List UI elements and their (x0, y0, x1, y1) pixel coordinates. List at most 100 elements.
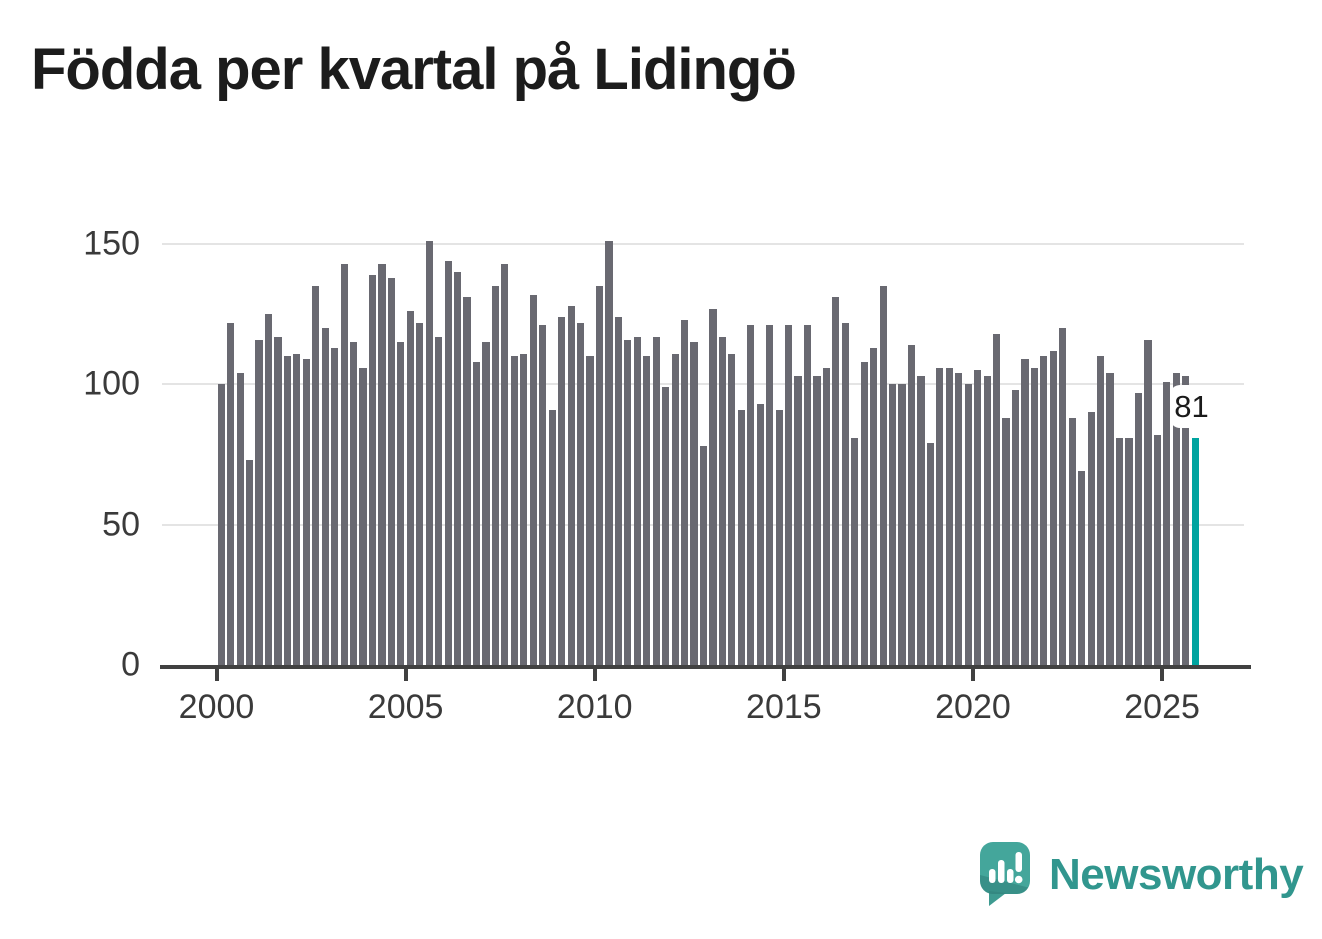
newsworthy-logo-text: Newsworthy (1049, 850, 1304, 899)
bar-2010Q2 (605, 241, 613, 665)
x-axis-tick-2010 (592, 669, 597, 681)
bar-2019Q2 (945, 367, 953, 665)
bar-2004Q4 (397, 342, 405, 665)
bar-2017Q2 (870, 347, 878, 665)
bar-2022Q1 (1049, 350, 1057, 665)
x-axis-tick-2000 (214, 669, 219, 681)
bar-2011Q3 (652, 336, 660, 665)
bar-2019Q4 (964, 384, 972, 665)
bar-2012Q3 (690, 342, 698, 665)
bar-2000Q3 (236, 373, 244, 665)
bar-2014Q2 (756, 404, 764, 665)
bar-2014Q3 (766, 325, 774, 665)
bar-2018Q2 (907, 345, 916, 665)
bar-2003Q3 (350, 342, 358, 665)
bar-2019Q1 (936, 367, 944, 665)
chart-title: Födda per kvartal på Lidingö (31, 37, 797, 102)
bar-2017Q1 (860, 361, 868, 665)
y-axis-label-100: 100 (83, 364, 140, 403)
bar-2015Q2 (794, 375, 802, 665)
bar-2021Q3 (1030, 367, 1039, 665)
bar-2021Q1 (1011, 390, 1020, 665)
bar-2005Q1 (406, 311, 414, 665)
bar-2005Q4 (435, 336, 443, 665)
bar-2011Q1 (633, 336, 641, 665)
newsworthy-logo: Newsworthy (980, 842, 1304, 908)
bar-2018Q4 (926, 443, 934, 665)
bar-2016Q4 (851, 437, 859, 665)
bar-2003Q2 (340, 263, 348, 665)
bar-2024Q2 (1134, 392, 1143, 665)
bar-2008Q4 (548, 409, 556, 665)
bar-2000Q4 (245, 460, 254, 665)
bar-2023Q2 (1097, 356, 1105, 665)
bar-2006Q1 (444, 260, 452, 665)
y-axis-label-50: 50 (102, 505, 140, 544)
bar-2001Q1 (255, 339, 263, 665)
bar-2004Q1 (368, 274, 377, 665)
bar-2011Q2 (643, 356, 651, 665)
bar-2015Q3 (803, 325, 812, 665)
bar-2020Q4 (1002, 418, 1010, 665)
bar-2013Q1 (709, 308, 717, 665)
x-axis-tick-2005 (403, 669, 408, 681)
x-axis-label-2010: 2010 (556, 688, 633, 726)
bar-2017Q4 (889, 384, 897, 665)
bar-2013Q2 (718, 336, 726, 665)
x-axis-line (160, 665, 1251, 669)
bar-2003Q1 (331, 347, 339, 665)
bar-2012Q4 (699, 446, 708, 665)
bar-2013Q4 (737, 409, 745, 665)
x-axis-label-2020: 2020 (935, 688, 1011, 726)
bar-2000Q1 (217, 384, 225, 665)
bar-2018Q1 (898, 384, 906, 665)
bar-2025Q1 (1163, 381, 1171, 665)
bar-2008Q2 (529, 294, 537, 665)
bar-2024Q1 (1125, 437, 1133, 665)
x-axis-label-2025: 2025 (1124, 688, 1200, 726)
bar-2005Q3 (425, 241, 433, 665)
bar-2015Q1 (784, 325, 793, 665)
bar-2015Q4 (813, 375, 821, 665)
bar-2003Q4 (359, 367, 367, 665)
y-axis-label-150: 150 (83, 224, 140, 263)
bar-2004Q3 (387, 277, 396, 665)
bar-2012Q1 (671, 353, 679, 665)
bar-2007Q2 (491, 286, 500, 665)
bar-2002Q2 (302, 359, 310, 665)
newsworthy-logo-icon (980, 842, 1030, 906)
bar-2008Q3 (539, 325, 547, 665)
bar-2022Q2 (1059, 328, 1067, 665)
bar-2009Q1 (558, 317, 566, 665)
gridline-y100 (162, 383, 1244, 386)
bar-2010Q1 (595, 286, 604, 665)
bar-2006Q4 (472, 361, 481, 665)
bar-2007Q1 (482, 342, 490, 665)
bar-2002Q4 (321, 328, 329, 665)
bar-2023Q1 (1087, 412, 1095, 665)
bar-2018Q3 (917, 375, 925, 665)
x-axis-tick-2015 (781, 669, 786, 681)
bar-2016Q3 (841, 322, 849, 665)
x-axis-tick-2025 (1160, 669, 1165, 681)
bar-2025Q4 (1191, 437, 1199, 665)
bar-2002Q3 (312, 286, 320, 665)
bar-2005Q2 (416, 322, 424, 665)
bar-2014Q1 (747, 325, 755, 665)
bar-2019Q3 (955, 373, 963, 665)
bar-2016Q2 (832, 297, 840, 665)
bar-2007Q3 (501, 263, 509, 665)
bar-2020Q2 (983, 375, 991, 665)
bar-2004Q2 (378, 263, 386, 665)
bar-2020Q1 (974, 370, 982, 665)
x-axis-label-2015: 2015 (746, 688, 822, 726)
bar-2011Q4 (662, 387, 670, 665)
bar-2014Q4 (775, 409, 783, 665)
x-axis-label-2000: 2000 (178, 688, 255, 726)
latest-value-label: 81 (1170, 385, 1213, 428)
bar-2001Q3 (274, 336, 282, 665)
bar-2024Q3 (1144, 339, 1152, 665)
bar-2001Q2 (264, 314, 273, 665)
bar-2008Q1 (520, 353, 528, 665)
